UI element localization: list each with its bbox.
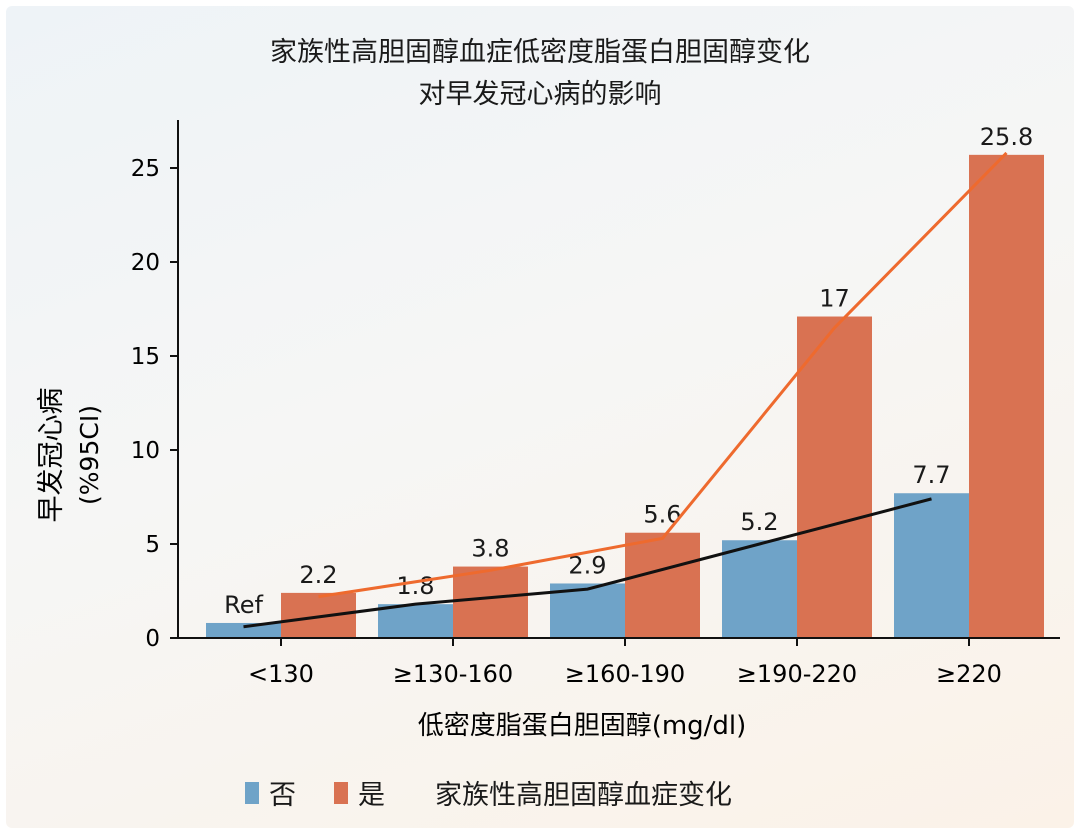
y-tick-label: 5 — [145, 532, 160, 558]
legend-label-yes: 是 — [358, 780, 385, 811]
x-tick-label: <130 — [248, 660, 314, 688]
y-tick-label: 20 — [131, 250, 160, 276]
x-tick-label: ≥190-220 — [737, 660, 857, 688]
legend: 否 是 家族性高胆固醇血症变化 — [245, 773, 732, 812]
x-tick-label: ≥130-160 — [393, 660, 513, 688]
bar-yes — [797, 316, 872, 638]
bar-yes — [625, 532, 700, 638]
data-label: 2.2 — [299, 561, 337, 589]
legend-label-no: 否 — [269, 780, 296, 811]
bar-no — [378, 604, 453, 638]
bar-yes — [969, 154, 1044, 638]
trend-line-no — [243, 497, 932, 629]
chart-title-line1: 家族性高胆固醇血症低密度脂蛋白胆固醇变化 — [270, 37, 810, 68]
bar-no — [722, 540, 797, 638]
data-label: 1.8 — [396, 572, 434, 600]
legend-title: 家族性高胆固醇血症变化 — [435, 780, 732, 811]
chart-title-line2: 对早发冠心病的影响 — [418, 79, 662, 110]
chart-background — [6, 6, 1074, 828]
y-axis-label-line1: 早发冠心病 — [36, 388, 67, 523]
data-label: Ref — [224, 591, 263, 619]
x-tick-label: ≥220 — [936, 660, 1002, 688]
data-label: 17 — [819, 285, 850, 313]
legend-swatch-no — [245, 781, 259, 804]
y-axis-label: 早发冠心病 (%95CI) — [36, 388, 104, 523]
y-axis-label-line2: (%95CI) — [75, 405, 104, 505]
data-label: 5.2 — [740, 508, 778, 536]
data-label: 25.8 — [980, 123, 1033, 151]
x-axis-label: 低密度脂蛋白胆固醇(mg/dl) — [418, 711, 747, 741]
data-label: 3.8 — [471, 535, 509, 563]
y-tick-label: 25 — [131, 156, 160, 182]
data-label: 7.7 — [912, 461, 950, 489]
trend-line-yes — [318, 151, 1008, 599]
legend-swatch-yes — [334, 781, 348, 804]
bar-no — [206, 622, 281, 638]
y-tick-label: 15 — [131, 344, 160, 370]
y-tick-label: 0 — [145, 626, 160, 652]
y-tick-label: 10 — [131, 438, 160, 464]
bar-no — [894, 493, 969, 638]
bar-yes — [453, 566, 528, 638]
data-label: 5.6 — [643, 501, 681, 529]
x-tick-label: ≥160-190 — [565, 660, 685, 688]
